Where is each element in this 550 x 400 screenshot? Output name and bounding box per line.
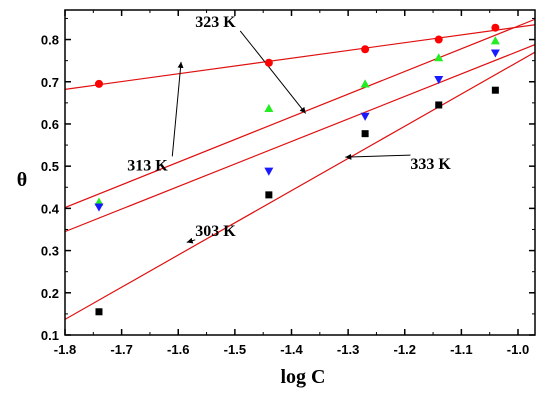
fit-lines: [65, 18, 535, 320]
data-point-323k: [264, 103, 274, 112]
data-point-323k: [360, 79, 370, 88]
x-tick-label: -1.6: [167, 342, 189, 357]
y-tick-label: 0.2: [41, 286, 59, 301]
x-tick-label: -1.1: [450, 342, 472, 357]
x-tick-label: -1.4: [280, 342, 303, 357]
fit-line-323k: [65, 18, 535, 209]
data-markers: [94, 23, 500, 316]
annotation-label-313k: 313 K: [127, 157, 168, 174]
data-point-333k: [434, 76, 444, 85]
data-point-303k: [265, 191, 273, 199]
x-axis-title: log C: [281, 366, 326, 388]
annotation-arrow-333k: [345, 153, 411, 160]
x-tick-label: -1.2: [394, 342, 416, 357]
data-point-313k: [361, 45, 370, 54]
y-tick-label: 0.4: [41, 201, 60, 216]
data-point-313k: [491, 23, 500, 32]
annotation-label-323k: 323 K: [195, 14, 236, 31]
data-point-333k: [490, 49, 500, 58]
annotation-label-333k: 333 K: [410, 156, 451, 173]
y-axis-title: θ: [17, 169, 27, 191]
fit-line-303k: [65, 51, 535, 320]
data-point-303k: [491, 86, 499, 94]
annotation-label-303k: 303 K: [195, 223, 236, 240]
y-tick-label: 0.7: [41, 75, 59, 90]
data-point-333k: [264, 167, 274, 176]
x-tick-label: -1.5: [224, 342, 246, 357]
plot-frame: [64, 9, 536, 336]
data-point-323k: [434, 53, 444, 62]
data-point-313k: [264, 58, 273, 67]
fit-line-313k: [65, 24, 535, 90]
data-point-303k: [95, 308, 103, 316]
x-tick-label: -1.3: [337, 342, 359, 357]
data-point-303k: [361, 130, 369, 138]
annotations: 323 K 313 K 333 K 303 K: [127, 14, 451, 244]
x-tick-label: -1.8: [54, 342, 76, 357]
y-tick-label: 0.5: [41, 159, 59, 174]
y-tick-label: 0.8: [41, 33, 59, 48]
data-point-333k: [360, 112, 370, 121]
y-tick-label: 0.3: [41, 244, 59, 259]
axes: -1.8 -1.7 -1.6 -1.5 -1.4 -1.3 -1.2 -1.1 -1.0 0.1 0…: [41, 9, 536, 357]
y-tick-label: 0.1: [41, 328, 59, 343]
data-point-313k: [94, 79, 103, 88]
x-tick-label: -1.0: [507, 342, 529, 357]
data-point-313k: [434, 35, 443, 44]
data-point-323k: [490, 36, 500, 45]
x-tick-label: -1.7: [110, 342, 132, 357]
annotation-arrow-313k: [171, 61, 184, 157]
data-point-303k: [435, 101, 443, 109]
y-tick-label: 0.6: [41, 117, 59, 132]
fit-line-333k: [65, 44, 535, 233]
data-point-333k: [94, 203, 104, 212]
annotation-arrow-303k: [186, 237, 196, 244]
annotation-arrow-323k: [239, 30, 307, 114]
